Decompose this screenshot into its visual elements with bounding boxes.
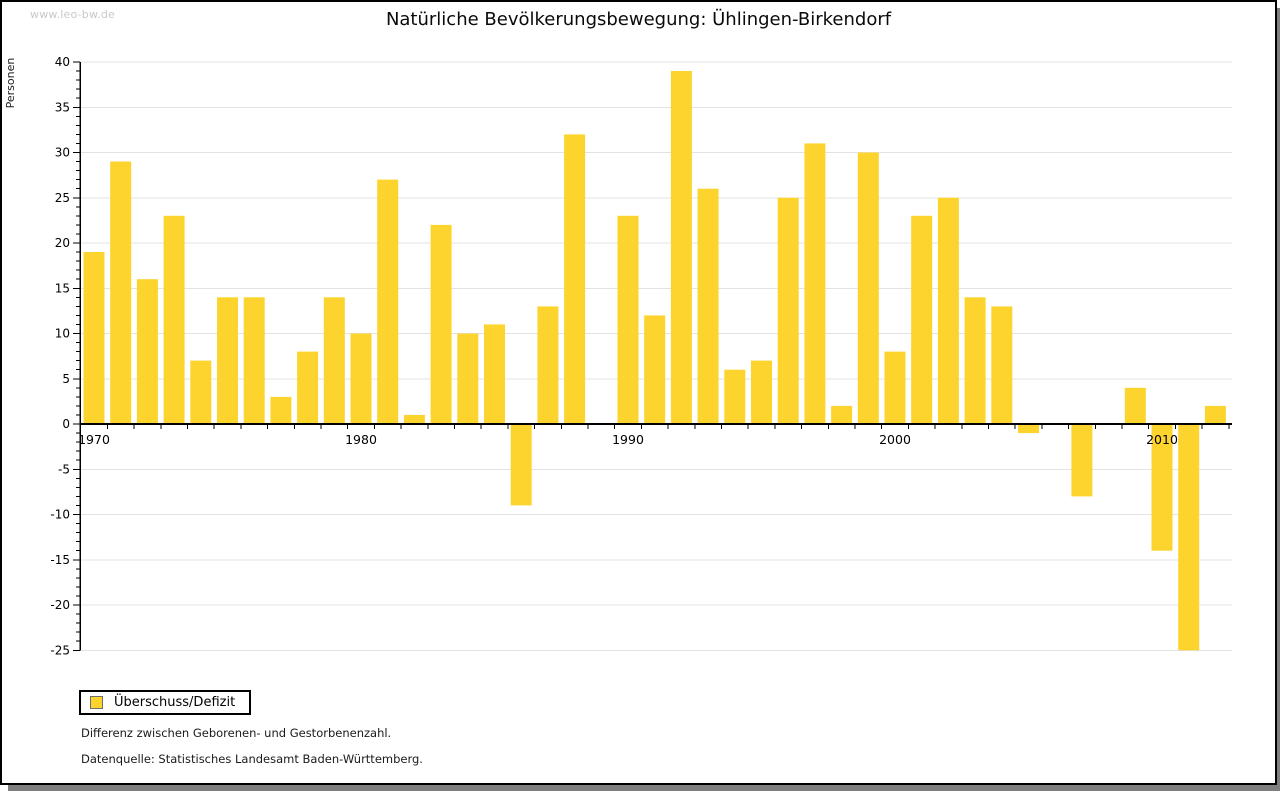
bar-2001 bbox=[911, 215, 933, 424]
bar-1986 bbox=[510, 424, 532, 506]
bar-1983 bbox=[430, 224, 452, 424]
bar-2002 bbox=[937, 197, 959, 424]
bar-1985 bbox=[484, 324, 505, 424]
bar-1990 bbox=[617, 215, 639, 424]
axis-tick-label: 1980 bbox=[345, 432, 377, 447]
bar-2007 bbox=[1071, 424, 1093, 497]
axis-tick-label: 15 bbox=[55, 281, 70, 295]
bar-1974 bbox=[190, 360, 212, 424]
bar-1979 bbox=[323, 297, 345, 424]
axis-tick-label: 2010 bbox=[1146, 432, 1178, 447]
bar-1999 bbox=[857, 152, 879, 424]
bar-2011 bbox=[1178, 424, 1200, 651]
bar-2010 bbox=[1151, 424, 1173, 551]
axis-tick-label: 30 bbox=[55, 146, 70, 160]
bar-1982 bbox=[403, 414, 425, 424]
bar-1971 bbox=[110, 161, 132, 424]
bar-2003 bbox=[964, 297, 986, 424]
legend-label: Überschuss/Defizit bbox=[114, 695, 236, 710]
bar-1972 bbox=[136, 279, 158, 424]
bar-1994 bbox=[724, 369, 746, 424]
footnote-source: Datenquelle: Statistisches Landesamt Bad… bbox=[81, 752, 423, 766]
watermark: www.leo-bw.de bbox=[30, 8, 116, 21]
bar-1997 bbox=[804, 143, 826, 424]
bar-1998 bbox=[831, 405, 853, 424]
bar-1987 bbox=[537, 306, 559, 424]
axis-tick-label: -20 bbox=[50, 598, 70, 612]
legend-swatch-icon bbox=[90, 696, 103, 709]
axis-tick-label: -25 bbox=[50, 643, 70, 657]
axis-tick-label: -15 bbox=[50, 553, 70, 567]
axis-tick-label: 1990 bbox=[612, 432, 644, 447]
window-shadow-right bbox=[1277, 8, 1280, 791]
bar-1976 bbox=[243, 297, 265, 424]
bar-1978 bbox=[297, 351, 319, 424]
bar-1973 bbox=[163, 215, 185, 424]
axis-tick-label: 40 bbox=[55, 55, 70, 69]
bar-1991 bbox=[644, 315, 666, 424]
bar-1970 bbox=[83, 252, 105, 424]
axis-tick-label: -10 bbox=[50, 508, 70, 522]
bar-2009 bbox=[1124, 387, 1146, 424]
bar-1988 bbox=[564, 134, 586, 424]
axis-tick-label: 0 bbox=[62, 417, 70, 431]
bar-1981 bbox=[377, 179, 399, 424]
bar-1977 bbox=[270, 396, 292, 424]
bar-2000 bbox=[884, 351, 906, 424]
bar-1975 bbox=[217, 297, 238, 424]
axis-tick-label: 2000 bbox=[879, 432, 911, 447]
axis-tick-label: 25 bbox=[55, 191, 70, 205]
bar-1980 bbox=[350, 333, 372, 424]
bar-2005 bbox=[1018, 424, 1039, 434]
axis-tick-label: 20 bbox=[55, 236, 70, 250]
bar-1992 bbox=[670, 71, 692, 424]
legend: Überschuss/Defizit bbox=[79, 690, 252, 715]
bar-1996 bbox=[777, 197, 799, 424]
footnote-definition: Differenz zwischen Geborenen- und Gestor… bbox=[81, 726, 392, 740]
window-shadow-bottom bbox=[8, 785, 1280, 791]
bar-1984 bbox=[457, 333, 479, 424]
axis-tick-label: -5 bbox=[58, 462, 70, 476]
axis-tick-label: 35 bbox=[55, 100, 70, 114]
page-title: Natürliche Bevölkerungsbewegung: Ühlinge… bbox=[385, 9, 892, 30]
axis-tick-label: 5 bbox=[62, 372, 70, 386]
bar-2012 bbox=[1204, 405, 1226, 424]
bar-1995 bbox=[751, 360, 772, 424]
axis-tick-label: 10 bbox=[55, 327, 70, 341]
bar-1993 bbox=[697, 188, 719, 424]
bar-2004 bbox=[991, 306, 1013, 424]
axis-tick-label: 1970 bbox=[78, 432, 110, 447]
bar-chart: -25 -20 -15 -10 -5 0 5 10 15 20 25 30 35 40 1970 1980 19… bbox=[50, 55, 1232, 657]
